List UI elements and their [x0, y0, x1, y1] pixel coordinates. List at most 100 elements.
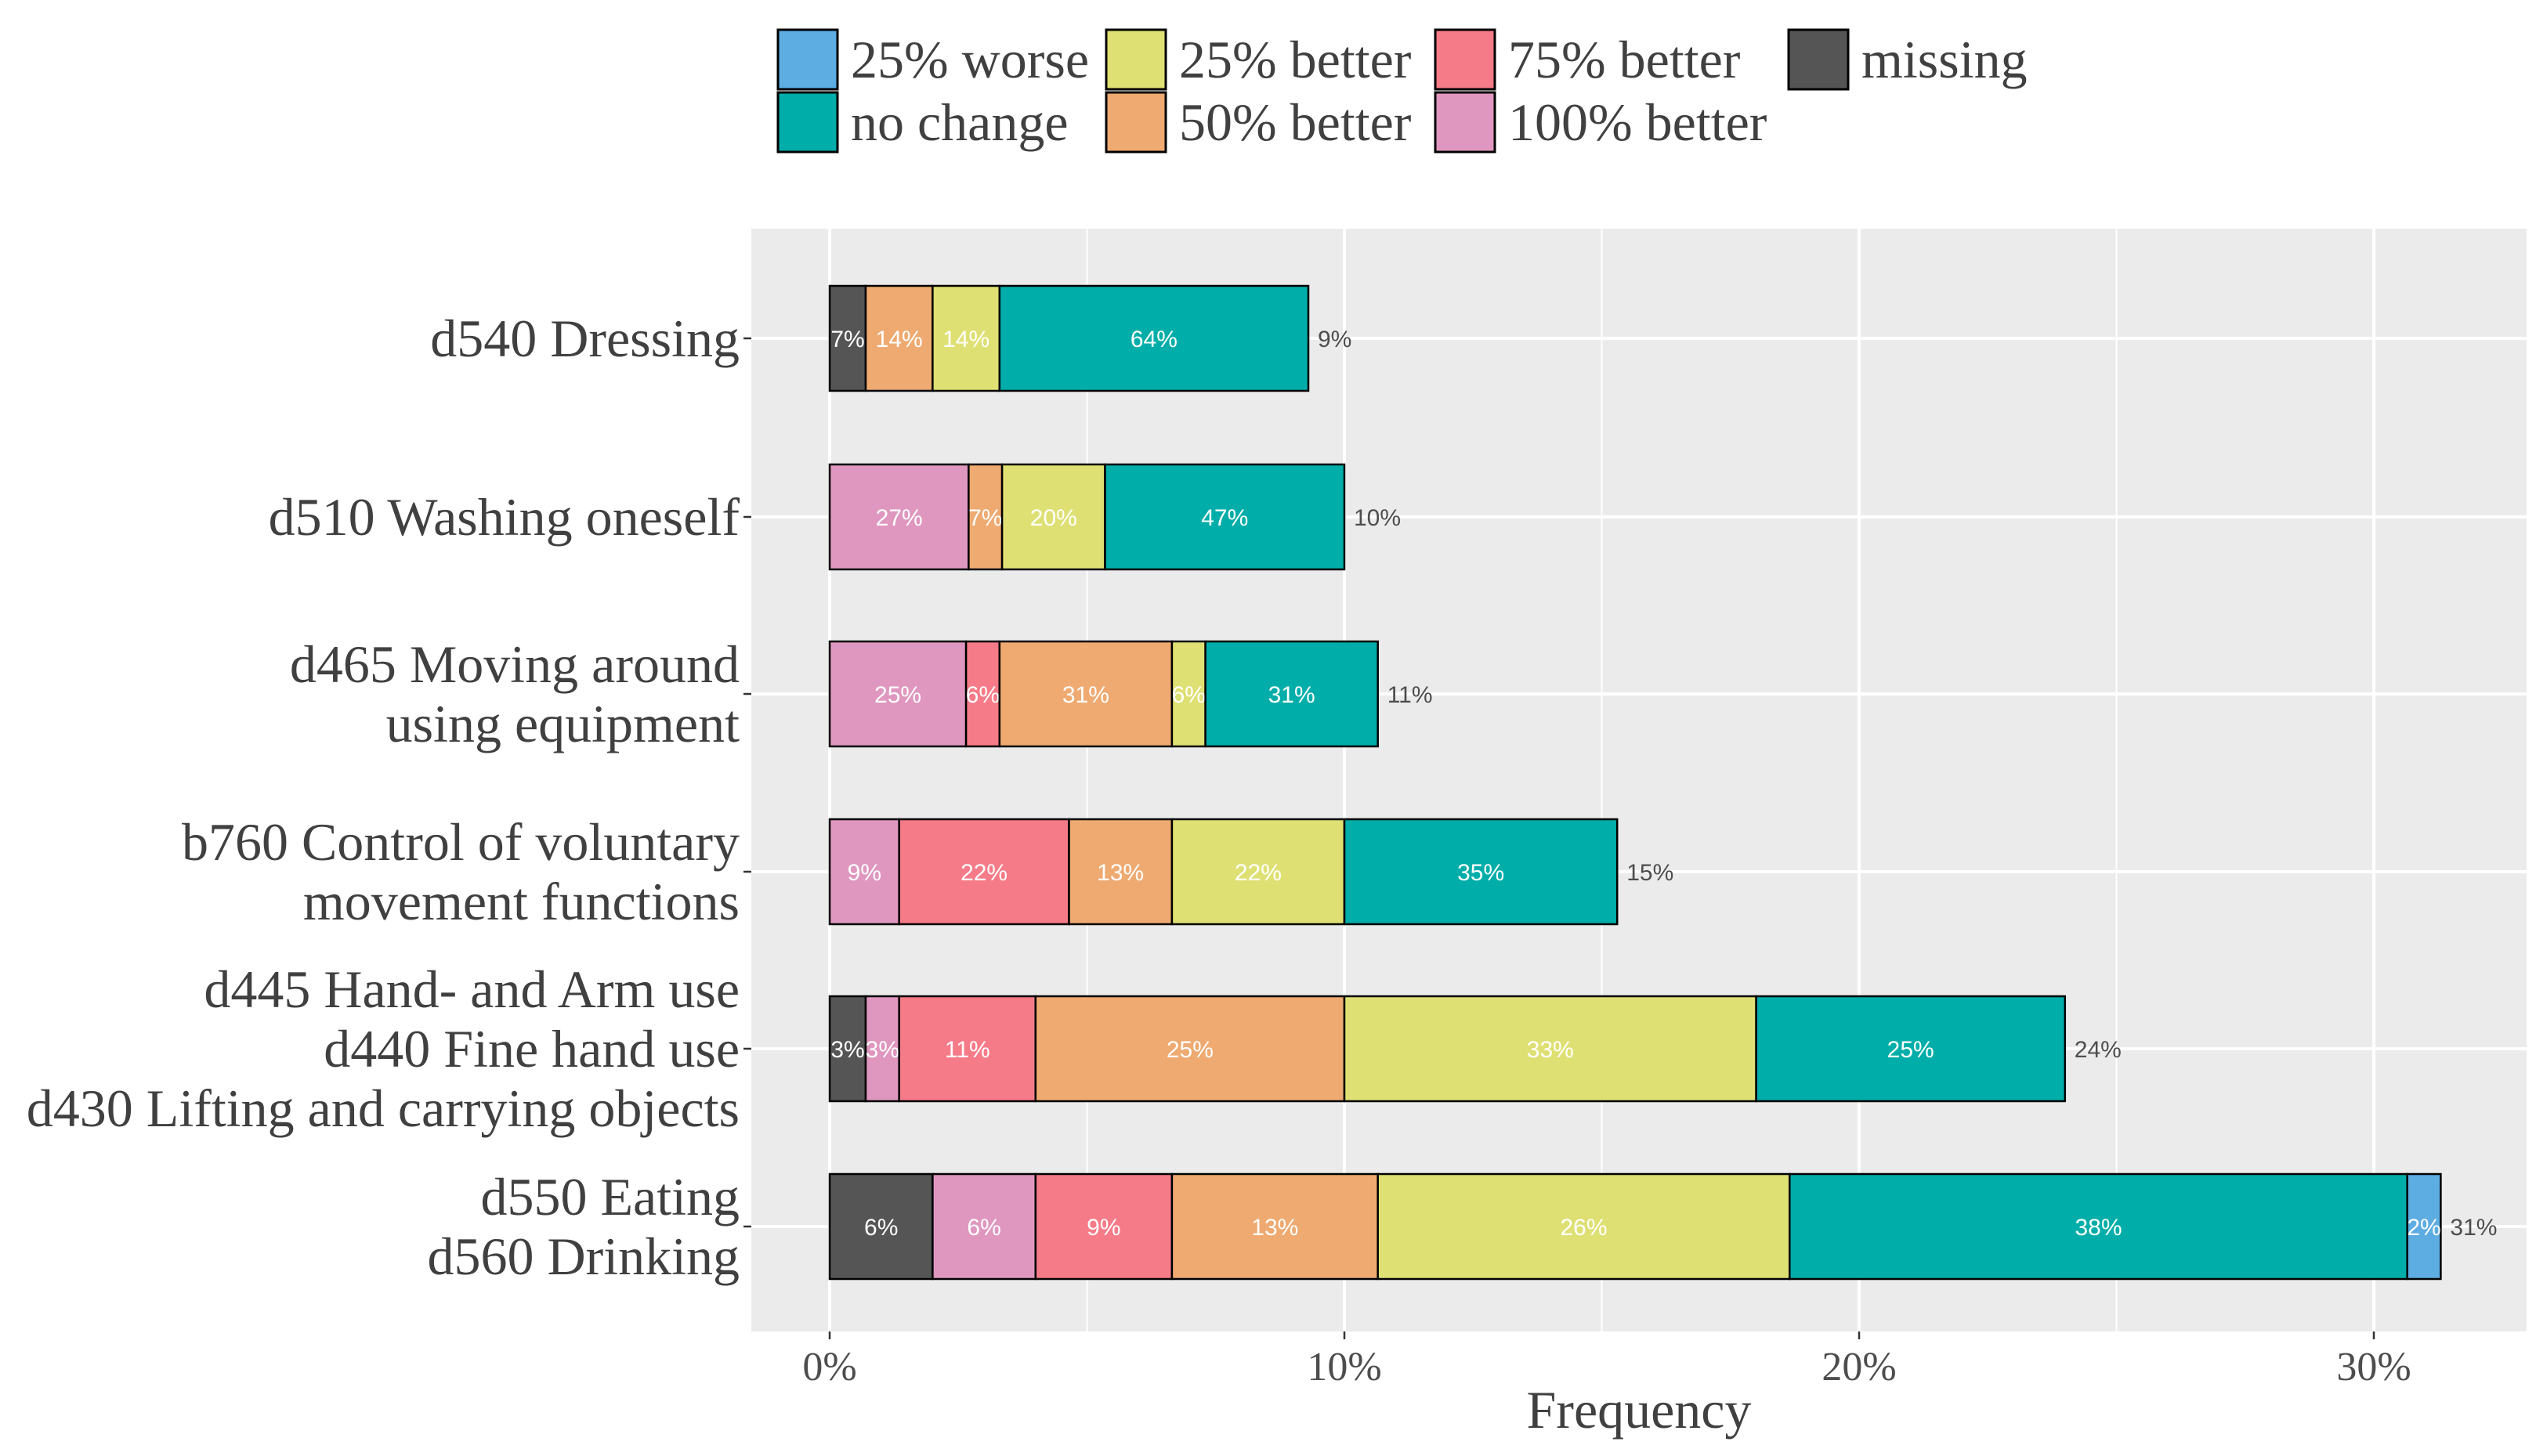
- legend-swatch-nochange: [776, 91, 839, 154]
- segment-label: 2%: [2407, 1215, 2440, 1241]
- bar-segment-nochange: [1104, 463, 1346, 571]
- bar-total-label: 15%: [1626, 860, 1673, 886]
- legend-label: missing: [1861, 30, 2028, 89]
- bar-total-label: 10%: [1354, 505, 1401, 531]
- bar-segment-better50: [1068, 818, 1174, 926]
- category-label-line: d440 Fine hand use: [324, 1019, 740, 1078]
- segment-label: 3%: [830, 1037, 864, 1063]
- x-tick-label: 10%: [1307, 1345, 1381, 1389]
- bar-segment-better50: [998, 640, 1174, 748]
- bar-segment-missing: [828, 995, 867, 1103]
- category-label-line: d510 Washing oneself: [269, 487, 740, 547]
- segment-label: 6%: [864, 1215, 898, 1241]
- segment-label: 14%: [876, 327, 923, 352]
- legend-swatch-better100: [1434, 91, 1496, 154]
- bar-total-label: 11%: [1387, 682, 1433, 708]
- category-label: d445 Hand- and Arm use d440 Fine hand use…: [27, 959, 740, 1138]
- bar-segment-better25: [1000, 463, 1106, 571]
- segment-label: 64%: [1131, 327, 1178, 352]
- bar-total-label: 31%: [2450, 1215, 2497, 1241]
- bar-segment-better25: [1170, 818, 1346, 926]
- category-label-line: d430 Lifting and carrying objects: [27, 1078, 740, 1138]
- bar-segment-nochange: [1343, 818, 1619, 926]
- segment-label: 47%: [1201, 505, 1248, 531]
- segment-label: 7%: [830, 327, 864, 352]
- segment-label: 6%: [967, 1215, 1000, 1241]
- segment-label: 7%: [968, 505, 1002, 531]
- category-label-line: d445 Hand- and Arm use: [204, 959, 740, 1019]
- segment-label: 20%: [1030, 505, 1077, 531]
- category-label-line: d465 Moving around: [290, 634, 740, 694]
- bar-total-label: 9%: [1318, 327, 1351, 352]
- panel-background: [751, 229, 2527, 1331]
- legend-label: 25% better: [1179, 30, 1412, 89]
- segment-label: 14%: [942, 327, 989, 352]
- segment-label: 13%: [1097, 860, 1144, 886]
- bar-segment-nochange: [1789, 1172, 2408, 1281]
- bar-segment-better75: [1034, 1172, 1174, 1281]
- legend-label: 75% better: [1508, 30, 1741, 89]
- category-label: d540 Dressing: [430, 309, 740, 368]
- category-label-line: d540 Dressing: [430, 309, 740, 368]
- x-tick-label: 0%: [802, 1345, 856, 1389]
- category-label-line: movement functions: [303, 872, 740, 931]
- legend-swatch-worse25: [776, 28, 839, 91]
- category-label: d550 Eating d560 Drinking: [427, 1167, 740, 1286]
- segment-label: 6%: [966, 682, 1000, 708]
- segment-label: 38%: [2075, 1215, 2122, 1241]
- legend-swatch-better50: [1105, 91, 1167, 154]
- segment-label: 11%: [945, 1037, 990, 1063]
- segment-label: 35%: [1457, 860, 1504, 886]
- bar-segment-nochange: [998, 284, 1310, 392]
- legend-label: no change: [851, 92, 1069, 152]
- category-label: d465 Moving around using equipment: [290, 634, 740, 753]
- legend-swatch-better75: [1434, 28, 1496, 91]
- bars: 7% 14% 14% 64% 9% 27% 7% 20% 47% 10% 25% 6% 31% 6% 31%…: [828, 284, 2497, 1281]
- bar-segment-better100: [864, 995, 900, 1103]
- x-axis: 0% 10% 20% 30%: [802, 1331, 2411, 1389]
- bar-segment-better50: [1170, 1172, 1379, 1281]
- bar-segment-better100: [828, 463, 970, 571]
- legend-label: 25% worse: [851, 30, 1089, 89]
- bar-segment-better50: [1034, 995, 1346, 1103]
- bar-segment-nochange: [1755, 995, 2067, 1103]
- bar-segment-nochange: [1204, 640, 1379, 748]
- category-label: b760 Control of voluntary movement functi…: [182, 812, 740, 931]
- bar-segment-better75: [898, 818, 1070, 926]
- bar-segment-better25: [1377, 1172, 1791, 1281]
- x-axis-title: Frequency: [1526, 1380, 1751, 1440]
- segment-label: 27%: [876, 505, 923, 531]
- bar-segment-better75: [964, 640, 1001, 748]
- legend-label: 100% better: [1508, 92, 1767, 152]
- legend-swatch-missing: [1787, 28, 1850, 91]
- segment-label: 31%: [1268, 682, 1315, 708]
- bar-segment-worse25: [2406, 1172, 2442, 1281]
- segment-label: 33%: [1527, 1037, 1574, 1063]
- segment-label: 13%: [1251, 1215, 1298, 1241]
- legend-swatch-better25: [1105, 28, 1167, 91]
- legend-label: 50% better: [1179, 92, 1412, 152]
- category-label-line: d560 Drinking: [427, 1227, 740, 1286]
- bar-segment-better25: [932, 284, 1001, 392]
- bar-segment-better100: [828, 640, 968, 748]
- category-label-line: b760 Control of voluntary: [182, 812, 740, 872]
- bar-segment-better100: [828, 818, 900, 926]
- bar-segment-better75: [898, 995, 1037, 1103]
- category-label-line: using equipment: [386, 694, 740, 753]
- bar-total-label: 24%: [2075, 1037, 2122, 1063]
- bar-segment-missing: [828, 1172, 934, 1281]
- segment-label: 31%: [1062, 682, 1109, 708]
- x-tick-label: 20%: [1822, 1345, 1896, 1389]
- segment-label: 26%: [1560, 1215, 1607, 1241]
- segment-label: 9%: [848, 860, 881, 886]
- category-label-line: d550 Eating: [480, 1167, 740, 1227]
- category-axis: d540 Dressing d510 Washing oneself d465 Mo…: [27, 309, 751, 1286]
- segment-label: 25%: [874, 682, 921, 708]
- segment-label: 25%: [1887, 1037, 1934, 1063]
- segment-label: 25%: [1167, 1037, 1214, 1063]
- segment-label: 9%: [1087, 1215, 1120, 1241]
- x-tick-label: 30%: [2336, 1345, 2411, 1389]
- bar-segment-better50: [864, 284, 934, 392]
